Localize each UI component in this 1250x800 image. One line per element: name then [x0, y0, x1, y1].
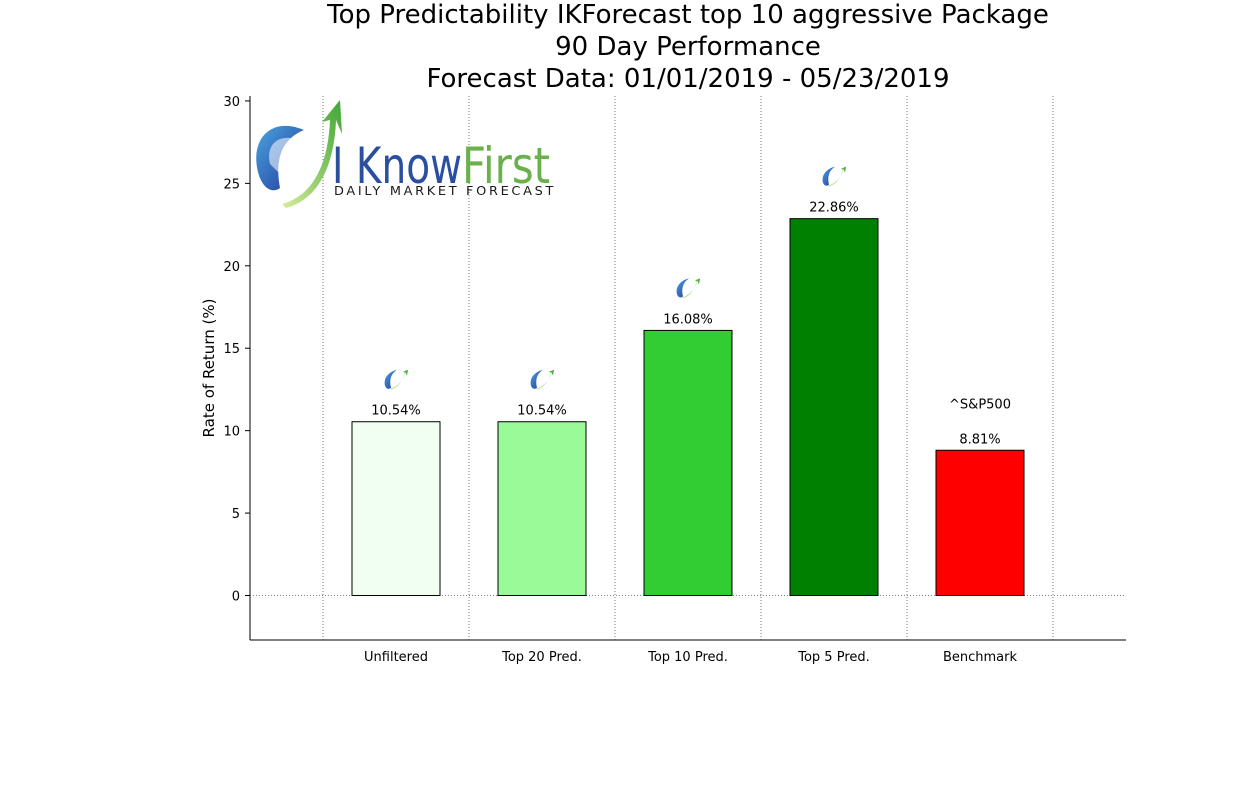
bar-logo-icon [822, 166, 846, 187]
x-tick-label: Top 5 Pred. [797, 650, 870, 665]
bar-logo-icon [676, 278, 700, 299]
labels: 10.54% Unfiltered 10.54% Top 20 Pred. 16.08%… [364, 166, 1018, 665]
bar-value-label: 8.81% [959, 432, 1000, 447]
x-tick-label: Top 20 Pred. [501, 650, 582, 665]
y-tick-label: 5 [232, 507, 240, 522]
bar [643, 329, 733, 596]
y-tick-label: 15 [223, 342, 240, 357]
iknowfirst-logo: I Know First Daily Market Forecast [256, 100, 556, 208]
x-tick-label: Unfiltered [364, 650, 428, 665]
bar [789, 218, 879, 596]
logo-tagline: Daily Market Forecast [334, 184, 556, 198]
bar-value-label: 10.54% [371, 404, 421, 419]
logo-swoosh-icon [256, 100, 342, 208]
bar-value-label: 22.86% [809, 201, 859, 216]
bar-value-label: 10.54% [517, 404, 567, 419]
x-tick-label: Benchmark [943, 650, 1018, 665]
logo-name-part1: I Know [332, 137, 462, 195]
logo-name-part2: First [462, 137, 550, 195]
bars [351, 218, 1025, 596]
bar [935, 449, 1025, 596]
y-tick-label: 30 [223, 95, 240, 110]
y-axis-label: Rate of Return (%) [200, 299, 218, 438]
bar-logo-icon [530, 369, 554, 390]
y-tick-label: 20 [223, 260, 240, 275]
y-tick-label: 25 [223, 177, 240, 192]
bar [497, 421, 587, 596]
bar-logo-icon [384, 369, 408, 390]
benchmark-label: ^S&P500 [949, 397, 1011, 412]
y-tick-label: 10 [223, 425, 240, 440]
x-tick-label: Top 10 Pred. [647, 650, 728, 665]
y-tick-label: 0 [232, 589, 240, 604]
chart-title-line-2: 90 Day Performance [555, 32, 821, 62]
chart-title-line-1: Top Predictability IKForecast top 10 agg… [327, 0, 1049, 30]
axes: 0 5 10 15 20 25 30 [223, 95, 1126, 641]
bar [351, 421, 441, 596]
bar-value-label: 16.08% [663, 312, 713, 327]
chart-title-line-3: Forecast Data: 01/01/2019 - 05/23/2019 [426, 64, 950, 94]
